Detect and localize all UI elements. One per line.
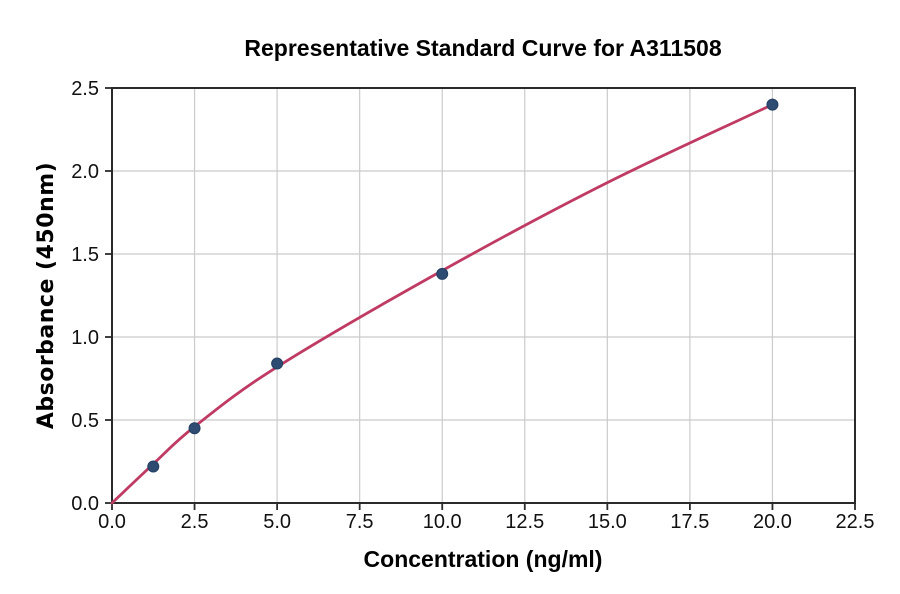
axes-layer: 0.0 2.5 5.0 7.5 10.0 12.5 15.0 17.5 20.0 22.5 0.0 0… — [71, 78, 874, 533]
series-layer — [110, 98, 779, 505]
chart-title: Representative Standard Curve for A31150… — [244, 35, 721, 61]
x-tick-label: 20.0 — [753, 511, 792, 533]
x-tick-label: 7.5 — [346, 511, 374, 533]
fit-curve-path — [110, 103, 774, 505]
x-tick-label: 0.0 — [98, 511, 126, 533]
x-tick-label: 5.0 — [263, 511, 291, 533]
x-tick-label: 2.5 — [181, 511, 209, 533]
data-point — [436, 267, 449, 280]
data-point — [188, 422, 201, 435]
y-tick-label: 1.0 — [71, 327, 99, 349]
y-tick-label: 0.0 — [71, 493, 99, 515]
x-tick-label: 22.5 — [836, 511, 875, 533]
plot-border — [111, 87, 856, 504]
x-tick-label: 17.5 — [670, 511, 709, 533]
data-point — [147, 460, 160, 473]
y-tick-label: 2.5 — [71, 78, 99, 100]
data-point — [271, 357, 284, 370]
y-tick-label: 0.5 — [71, 410, 99, 432]
y-axis-label: Absorbance (450nm) — [34, 162, 59, 429]
x-tick-label: 15.0 — [588, 511, 627, 533]
x-axis-label: Concentration (ng/ml) — [364, 546, 603, 572]
y-tick-label: 1.5 — [71, 244, 99, 266]
grid-layer — [111, 87, 856, 504]
data-point — [766, 98, 779, 111]
x-tick-label: 10.0 — [423, 511, 462, 533]
y-tick-label: 2.0 — [71, 161, 99, 183]
x-tick-label: 12.5 — [505, 511, 544, 533]
